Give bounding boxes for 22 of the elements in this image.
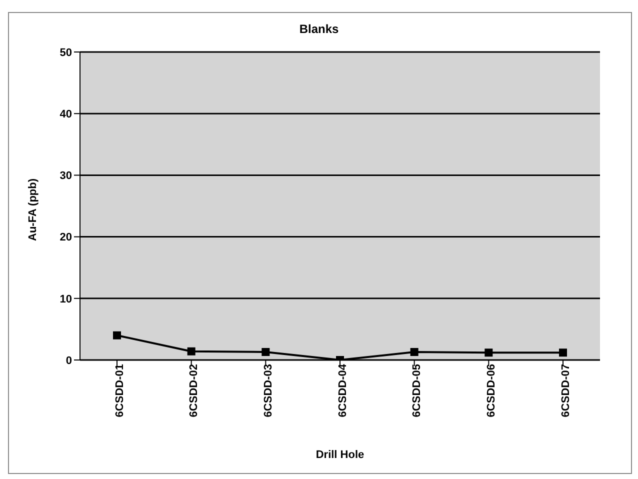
y-tick-label: 0 (66, 354, 72, 367)
x-tick-label: 6CSDD-03 (262, 364, 274, 418)
point (559, 348, 567, 357)
y-tick-label: 10 (60, 293, 72, 306)
chart-title: Blanks (298, 22, 340, 36)
x-tick-label: 6CSDD-05 (411, 364, 424, 418)
point (262, 348, 270, 356)
point (410, 348, 418, 356)
y-tick-label: 20 (60, 232, 72, 244)
y-tick-label: 30 (60, 170, 72, 182)
x-axis-title: Drill Hole (316, 449, 364, 461)
x-tick-label: 6CSDD-04 (336, 363, 349, 418)
y-tick-label: 50 (60, 46, 72, 59)
x-tick-label: 6CSDD-06 (485, 364, 498, 418)
point (187, 347, 196, 356)
point (484, 348, 493, 357)
y-tick-label: 40 (60, 108, 72, 121)
point (113, 331, 121, 340)
x-tick-label: 6CSDD-01 (114, 364, 126, 418)
x-tick-label: 6CSDD-07 (560, 364, 572, 418)
x-tick-label: 6CSDD-02 (188, 364, 200, 418)
y-axis-title: Au-FA (ppb) (26, 178, 39, 241)
